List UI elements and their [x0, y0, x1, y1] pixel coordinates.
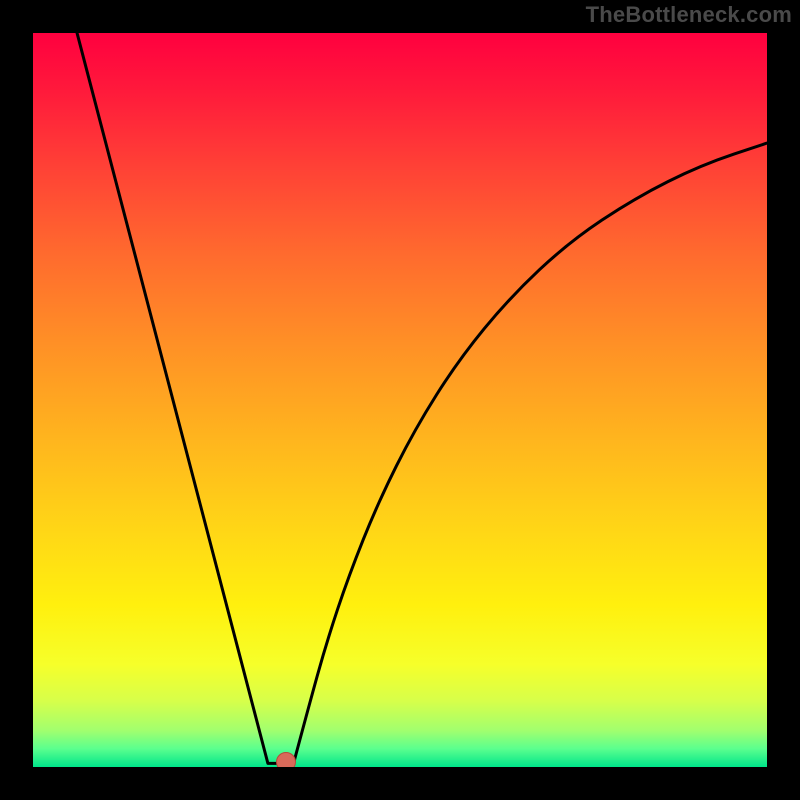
bottleneck-curve: [33, 33, 767, 767]
watermark-text: TheBottleneck.com: [586, 2, 792, 28]
plot-area: [33, 33, 767, 767]
optimum-marker: [276, 752, 296, 767]
stage: TheBottleneck.com: [0, 0, 800, 800]
